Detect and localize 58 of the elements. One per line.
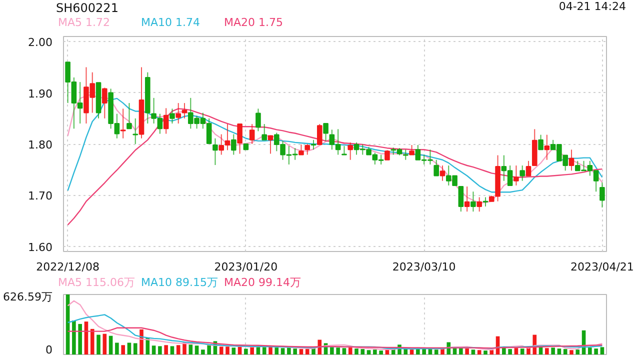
candlestick (482, 196, 488, 207)
text: MA20 99.14万 (224, 276, 301, 290)
candlestick (470, 191, 476, 212)
candlestick (170, 108, 175, 124)
candlestick (440, 165, 446, 182)
text: MA5 1.72 (58, 16, 110, 30)
candlestick (538, 134, 544, 150)
text: MA10 1.74 (141, 16, 200, 30)
text: 04-21 14:24 (558, 0, 626, 14)
x-tick-label: 2023/03/10 (392, 260, 456, 274)
y-tick-label: 0 (46, 344, 52, 356)
candlestick (182, 102, 188, 119)
line-series (67, 108, 603, 226)
candlestick (520, 165, 525, 182)
candlestick (476, 196, 482, 212)
candlestick (384, 150, 390, 160)
candlestick (323, 123, 328, 142)
candlestick (163, 108, 169, 134)
candlestick (526, 160, 532, 176)
text: MA10 89.15万 (141, 276, 218, 290)
x-tick-label: 2022/12/08 (36, 260, 100, 274)
candlestick (316, 124, 322, 146)
x-tick-label: 2023/01/20 (214, 260, 278, 274)
candlestick (458, 186, 464, 212)
candlestick (310, 139, 316, 150)
candlestick (268, 134, 274, 154)
candlestick (298, 144, 304, 156)
candlestick (434, 159, 439, 176)
candlestick (514, 165, 519, 186)
candlestick (464, 186, 470, 212)
candlestick (256, 108, 261, 132)
candlestick (262, 124, 268, 140)
candlestick (348, 142, 354, 160)
y-tick-label: 2.00 (28, 36, 53, 50)
candlestick (304, 144, 310, 156)
candlestick (126, 102, 132, 130)
y-tick-label: 1.90 (28, 87, 53, 100)
candlestick (568, 149, 574, 172)
y-tick-label: 1.60 (28, 240, 53, 254)
candlestick (102, 87, 108, 119)
candlestick (544, 134, 550, 160)
candlestick (212, 138, 218, 166)
candlestick (132, 118, 138, 144)
candlestick (249, 124, 255, 144)
candlestick (402, 149, 408, 160)
y-tick-label: 1.80 (28, 138, 53, 152)
y-tick-label: 1.70 (28, 190, 53, 203)
series-label: MA5 115.06万 (58, 276, 135, 290)
candlestick (231, 134, 236, 156)
candlestick (600, 182, 605, 208)
text: MA20 1.75 (224, 16, 284, 30)
chart-title: SH600221 (56, 0, 118, 16)
candlestick (120, 108, 126, 139)
x-tick-label: 2023/04/21 (570, 260, 634, 274)
candlestick (409, 144, 414, 156)
candlestick (176, 102, 182, 124)
candlestick (237, 124, 242, 154)
y-tick-label: 626.59万 (3, 290, 53, 304)
